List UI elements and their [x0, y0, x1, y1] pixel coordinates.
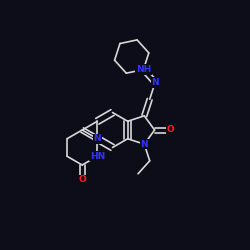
Text: N: N [151, 78, 159, 87]
Text: NH: NH [136, 65, 151, 74]
Text: N: N [94, 134, 101, 143]
Text: N: N [140, 140, 148, 149]
Text: O: O [166, 126, 174, 134]
Text: O: O [78, 176, 86, 184]
Text: HN: HN [90, 152, 105, 161]
